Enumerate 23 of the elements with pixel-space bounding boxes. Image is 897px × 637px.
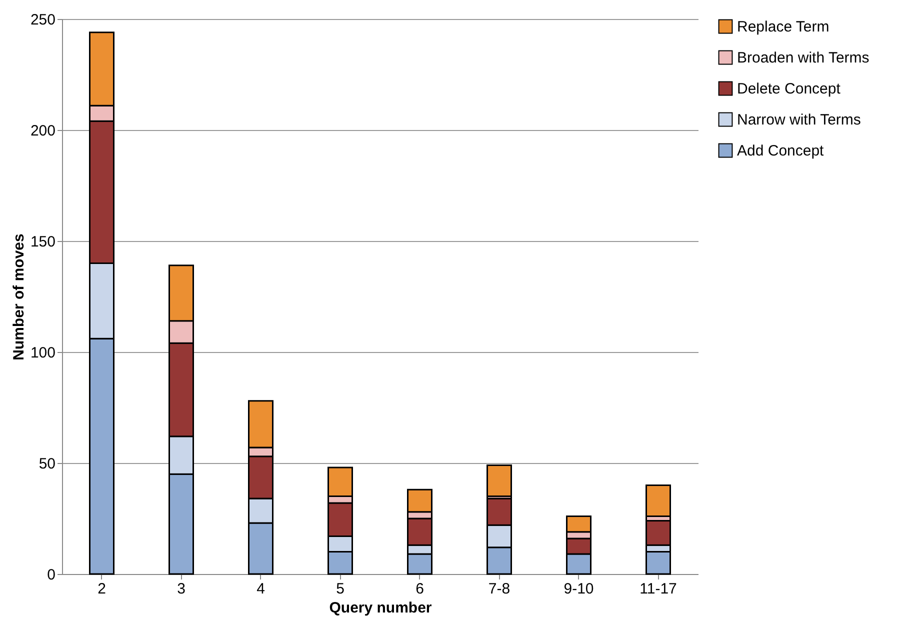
x-tick-label: 3 xyxy=(177,580,186,598)
x-tick-label: 5 xyxy=(336,580,344,598)
x-tick-label: 2 xyxy=(98,580,106,598)
bar xyxy=(486,464,512,498)
y-tick-label: 250 xyxy=(30,12,56,28)
x-axis-title: Query number xyxy=(329,600,432,616)
x-tick-label: 6 xyxy=(416,580,424,598)
legend-label: Narrow with Terms xyxy=(737,112,861,128)
y-tick-label: 100 xyxy=(30,344,56,362)
y-axis-title: Number of moves xyxy=(10,234,28,360)
y-tick-label: 50 xyxy=(38,456,56,472)
legend-label: Broaden with Terms xyxy=(737,50,870,66)
x-tick-label: 7-8 xyxy=(488,580,510,598)
bar xyxy=(646,484,671,518)
legend-label: Delete Concept xyxy=(737,80,842,98)
x-tick-label: 11-17 xyxy=(640,580,677,598)
x-tick-label: 9-10 xyxy=(564,580,594,598)
legend-label: Replace Term xyxy=(737,18,830,36)
legend-label: Add Concept xyxy=(737,142,825,160)
y-tick-label: 150 xyxy=(30,234,56,250)
x-tick-label: 4 xyxy=(256,580,265,598)
y-tick-label: 200 xyxy=(30,122,56,140)
y-tick-label: 0 xyxy=(47,566,56,584)
